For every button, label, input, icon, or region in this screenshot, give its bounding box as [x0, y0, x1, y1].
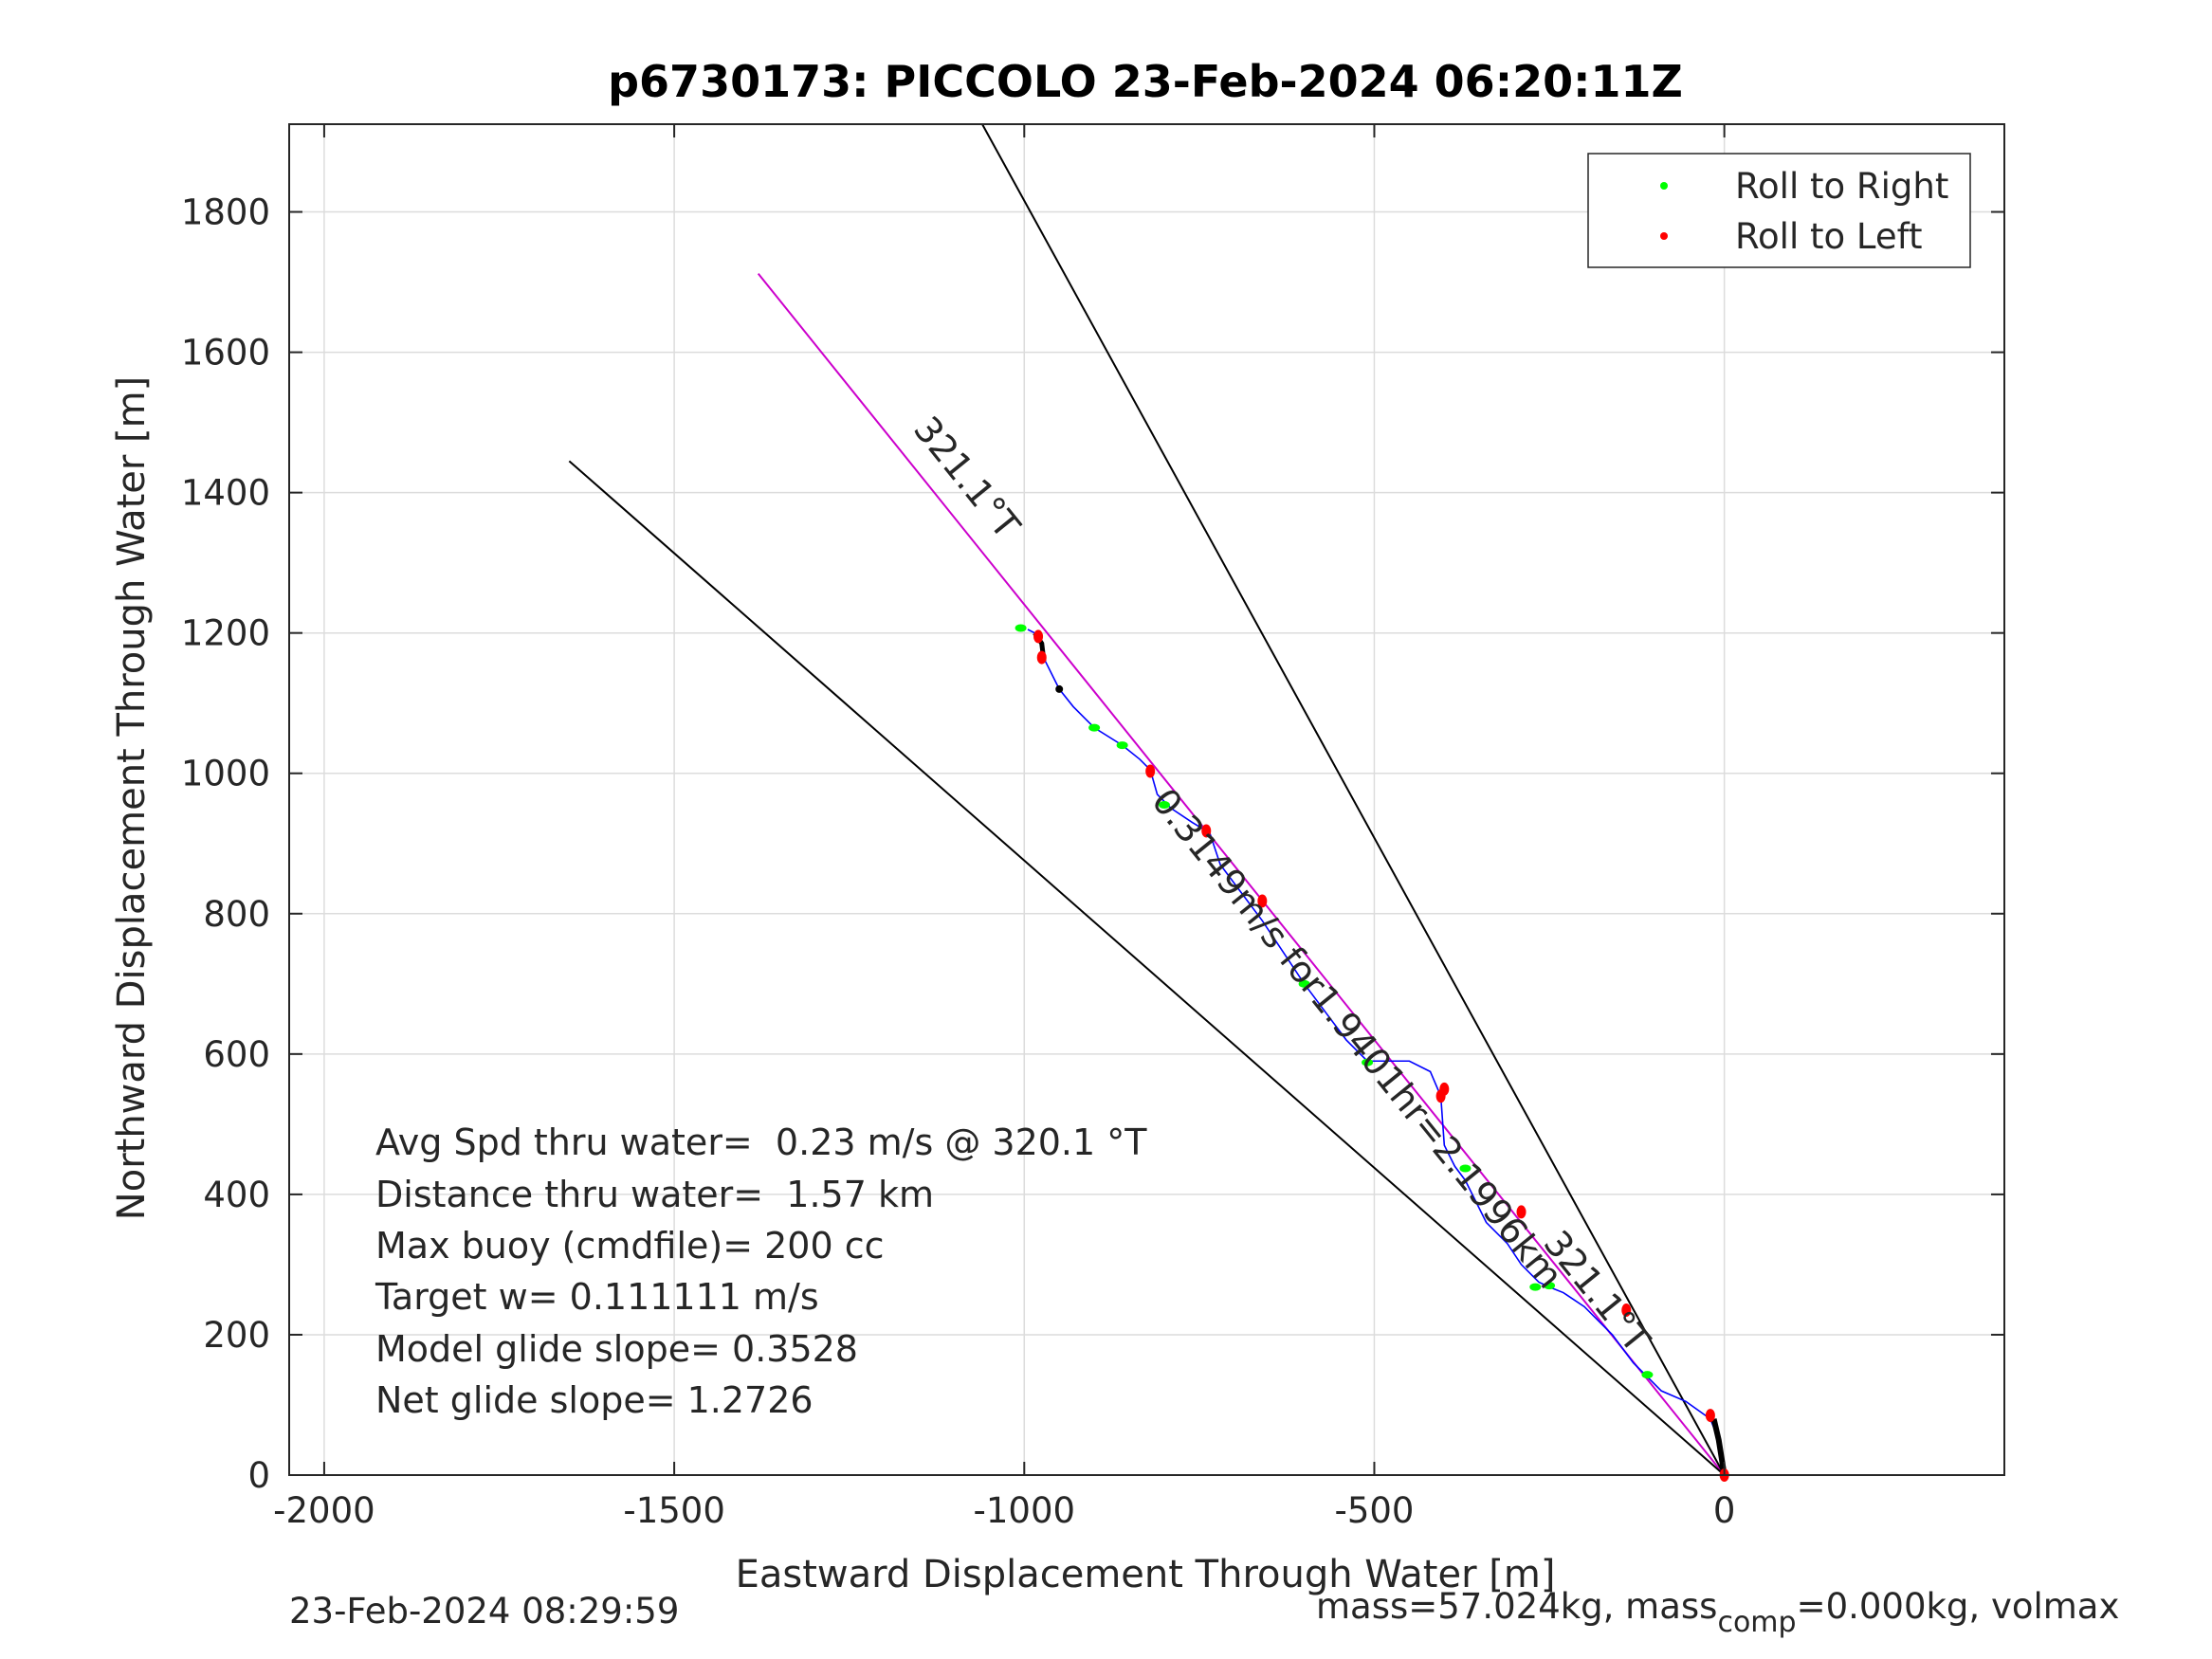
roll-left-point: [1036, 650, 1047, 665]
y-tick-label: 1400: [181, 473, 270, 514]
roll-right-point: [1362, 1058, 1374, 1066]
y-axis-label: Northward Displacement Through Water [m]: [110, 376, 154, 1220]
x-tick-label: -1000: [974, 1490, 1076, 1531]
y-tick-label: 400: [203, 1175, 270, 1215]
roll-left-point: [1145, 764, 1156, 778]
roll-right-point: [1641, 1371, 1654, 1379]
stats-block: Avg Spd thru water= 0.23 m/s @ 320.1 °T …: [375, 1121, 1147, 1421]
y-tick-label: 1800: [181, 192, 270, 233]
reference-lines: [568, 123, 1726, 1476]
roll-right-point: [1116, 741, 1128, 750]
stat-target-w: Target w= 0.111111 m/s: [375, 1276, 819, 1318]
track-waypoint: [1055, 684, 1064, 693]
roll-right-point: [1459, 1164, 1472, 1173]
legend-marker-roll-left: [1660, 232, 1668, 240]
roll-right-point: [1158, 801, 1170, 810]
roll-right-point: [1529, 1283, 1542, 1291]
course-line-magenta: [757, 273, 1726, 1476]
axis-ticks: -2000 -1500 -1000 -500 0 0 200 400 600 800 1000 120…: [181, 124, 2004, 1531]
roll-left-point: [1033, 629, 1044, 644]
roll-left-point: [1257, 894, 1268, 908]
legend-marker-roll-right: [1660, 182, 1668, 190]
footer-mass-subscript: comp: [1717, 1606, 1796, 1639]
y-tick-label: 200: [203, 1315, 270, 1356]
track-start-segment: [1710, 1418, 1728, 1476]
footer-timestamp: 23-Feb-2024 08:29:59: [289, 1591, 679, 1632]
y-tick-label: 800: [203, 894, 270, 935]
bound-line-left: [568, 460, 1726, 1476]
y-tick-label: 600: [203, 1034, 270, 1075]
x-tick-label: -2000: [273, 1490, 375, 1531]
legend-label-roll-left: Roll to Left: [1735, 216, 1923, 257]
roll-right-point: [1088, 723, 1101, 732]
roll-left-point: [1705, 1409, 1715, 1423]
y-tick-label: 0: [247, 1455, 270, 1496]
roll-left-point: [1516, 1205, 1526, 1219]
roll-left-point: [1435, 1089, 1446, 1103]
legend-label-roll-right: Roll to Right: [1735, 166, 1948, 207]
x-tick-label: 0: [1713, 1490, 1736, 1531]
x-axis-label: Eastward Displacement Through Water [m]: [736, 1553, 1556, 1596]
plot-frame: [288, 123, 2005, 1476]
stat-model-glide: Model glide slope= 0.3528: [375, 1328, 858, 1370]
stat-distance: Distance thru water= 1.57 km: [375, 1174, 934, 1215]
legend: Roll to Right Roll to Left: [1587, 153, 1971, 268]
stat-avg-speed: Avg Spd thru water= 0.23 m/s @ 320.1 °T: [375, 1121, 1147, 1163]
footer-mass-info: mass=57.024kg, masscomp=0.000kg, volmax: [1316, 1586, 2119, 1639]
roll-left-point: [1201, 824, 1212, 838]
stat-net-glide: Net glide slope= 1.2726: [375, 1379, 814, 1421]
stat-max-buoy: Max buoy (cmdfile)= 200 cc: [375, 1225, 885, 1267]
roll-right-point: [1015, 624, 1027, 632]
roll-left-point: [1621, 1304, 1632, 1318]
y-tick-label: 1000: [181, 754, 270, 794]
roll-right-point: [1544, 1282, 1556, 1290]
x-tick-label: -500: [1334, 1490, 1414, 1531]
footer-mass-suffix: =0.000kg, volmax: [1797, 1586, 2120, 1627]
legend-box: [1587, 153, 1971, 268]
y-tick-label: 1600: [181, 333, 270, 374]
y-tick-label: 1200: [181, 613, 270, 654]
roll-markers: [1015, 624, 1729, 1482]
plot-area: [289, 124, 2004, 1475]
footer-mass-prefix: mass=57.024kg, mass: [1316, 1586, 1717, 1627]
x-tick-label: -1500: [623, 1490, 725, 1531]
bound-line-right: [981, 123, 1726, 1476]
roll-right-point: [1298, 979, 1310, 988]
chart-title: p6730173: PICCOLO 23-Feb-2024 06:20:11Z: [608, 56, 1683, 107]
